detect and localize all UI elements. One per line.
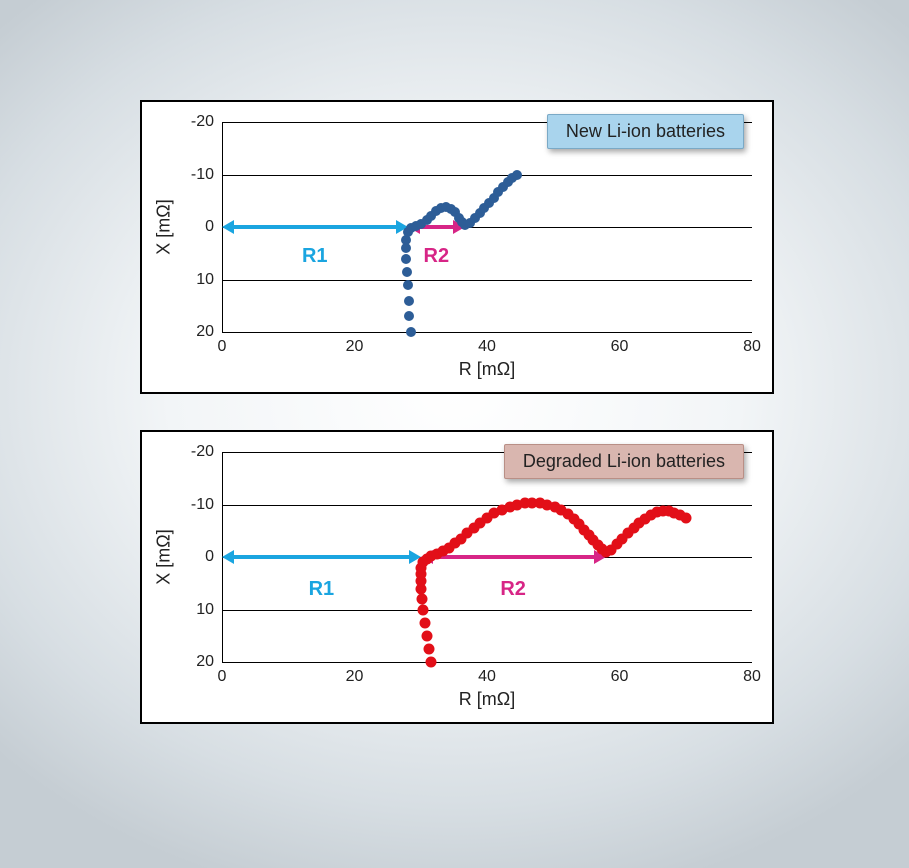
plot-area-new: -20-1001020020406080R [mΩ]X [mΩ]R1R2 [222,122,752,332]
y-tick-label: -20 [191,443,214,461]
gridline [222,505,752,506]
data-point [404,311,414,321]
r2-label: R2 [500,578,526,601]
r1-label: R1 [309,578,335,601]
gridline [222,610,752,611]
x-tick-label: 0 [218,338,227,356]
gridline [222,280,752,281]
x-tick-label: 80 [743,338,761,356]
y-axis-label: X [mΩ] [154,529,175,584]
data-point [417,594,428,605]
data-point [418,604,429,615]
r2-arrow [429,555,598,559]
data-point [425,657,436,668]
chart-panel-new: -20-1001020020406080R [mΩ]X [mΩ]R1R2 New… [140,100,774,394]
r1-arrow-head-left [222,550,234,564]
data-point [512,170,522,180]
x-tick-label: 80 [743,668,761,686]
x-tick-label: 40 [478,668,496,686]
data-point [402,267,412,277]
x-axis-label: R [mΩ] [459,359,515,380]
gridline [222,662,752,663]
y-tick-label: 10 [196,271,214,289]
y-tick-label: 20 [196,323,214,341]
data-point [681,512,692,523]
data-point [404,296,414,306]
x-tick-label: 20 [346,668,364,686]
data-point [419,617,430,628]
x-tick-label: 40 [478,338,496,356]
x-tick-label: 0 [218,668,227,686]
legend-badge-degraded: Degraded Li-ion batteries [504,444,744,479]
plot-area-degraded: -20-1001020020406080R [mΩ]X [mΩ]R1R2 [222,452,752,662]
y-tick-label: -20 [191,113,214,131]
x-tick-label: 60 [611,338,629,356]
data-point [406,327,416,337]
y-tick-label: 20 [196,653,214,671]
y-tick-label: -10 [191,166,214,184]
x-tick-label: 60 [611,668,629,686]
x-tick-label: 20 [346,338,364,356]
x-axis-label: R [mΩ] [459,689,515,710]
y-axis-label: X [mΩ] [154,199,175,254]
y-tick-label: 10 [196,601,214,619]
y-tick-label: 0 [205,548,214,566]
r1-arrow [230,555,413,559]
y-tick-label: -10 [191,496,214,514]
data-point [423,643,434,654]
data-point [421,630,432,641]
gridline [222,332,752,333]
r1-label: R1 [302,245,328,268]
y-tick-label: 0 [205,218,214,236]
data-point [403,280,413,290]
r2-label: R2 [424,245,450,268]
chart-panel-degraded: -20-1001020020406080R [mΩ]X [mΩ]R1R2 Deg… [140,430,774,724]
r1-arrow [230,225,400,229]
gridline [222,175,752,176]
data-point [401,254,411,264]
legend-badge-new: New Li-ion batteries [547,114,744,149]
r1-arrow-head-left [222,220,234,234]
